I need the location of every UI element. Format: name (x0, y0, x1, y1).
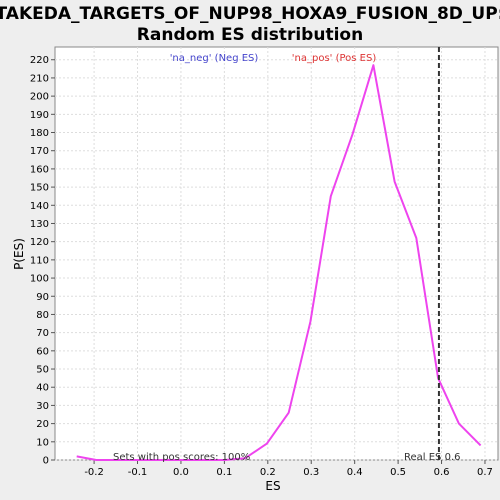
y-tick-label: 50 (36, 365, 49, 376)
y-tick-label: 160 (30, 164, 49, 175)
y-tick-label: 140 (30, 201, 49, 212)
y-tick-label: 130 (30, 219, 49, 230)
x-tick-label: 0.3 (303, 467, 319, 478)
x-tick-label: 0.5 (390, 467, 406, 478)
y-tick-label: 170 (30, 146, 49, 157)
x-tick-label: -0.1 (128, 467, 148, 478)
y-tick-label: 180 (30, 128, 49, 139)
x-tick-label: 0.1 (216, 467, 232, 478)
y-tick-label: 70 (36, 328, 49, 339)
y-tick-label: 90 (36, 292, 49, 303)
y-tick-label: 210 (30, 73, 49, 84)
x-tick-label: 0.4 (347, 467, 363, 478)
y-tick-label: 0 (43, 456, 49, 467)
chart-title-line2: Random ES distribution (137, 25, 363, 45)
x-tick-label: 0.2 (260, 467, 276, 478)
y-tick-label: 200 (30, 92, 49, 103)
x-tick-label: 0.7 (477, 467, 493, 478)
y-tick-label: 120 (30, 237, 49, 248)
sets-pos-scores-annotation: Sets with pos scores: 100% (113, 452, 250, 463)
plot-area (54, 46, 499, 461)
y-tick-label: 220 (30, 55, 49, 66)
y-tick-label: 110 (30, 255, 49, 266)
x-tick-label: 0.0 (173, 467, 189, 478)
real-es-label: Real ES 0.6 (404, 452, 460, 463)
legend-pos-es: 'na_pos' (Pos ES) (292, 53, 377, 64)
grid-lines (55, 47, 498, 461)
y-tick-label: 80 (36, 310, 49, 321)
y-tick-label: 40 (36, 383, 49, 394)
y-tick-label: 10 (36, 437, 49, 448)
es-distribution-line (76, 64, 482, 461)
y-tick-label: 100 (30, 274, 49, 285)
axis-ticks: 0 10 20 30 40 50 60 70 80 90 100 110 120 130 140 150 160… (30, 55, 493, 478)
legend-neg-es: 'na_neg' (Neg ES) (170, 53, 259, 64)
chart-title-line1: TAKEDA_TARGETS_OF_NUP98_HOXA9_FUSION_8D_… (0, 4, 500, 24)
y-axis-label: P(ES) (12, 238, 26, 270)
x-tick-label: -0.2 (84, 467, 104, 478)
x-axis-label: ES (265, 479, 280, 493)
y-tick-label: 150 (30, 183, 49, 194)
series-layer (76, 64, 482, 461)
y-tick-label: 20 (36, 419, 49, 430)
x-tick-label: 0.6 (434, 467, 450, 478)
y-tick-label: 60 (36, 346, 49, 357)
y-tick-label: 190 (30, 110, 49, 121)
y-tick-label: 30 (36, 401, 49, 412)
